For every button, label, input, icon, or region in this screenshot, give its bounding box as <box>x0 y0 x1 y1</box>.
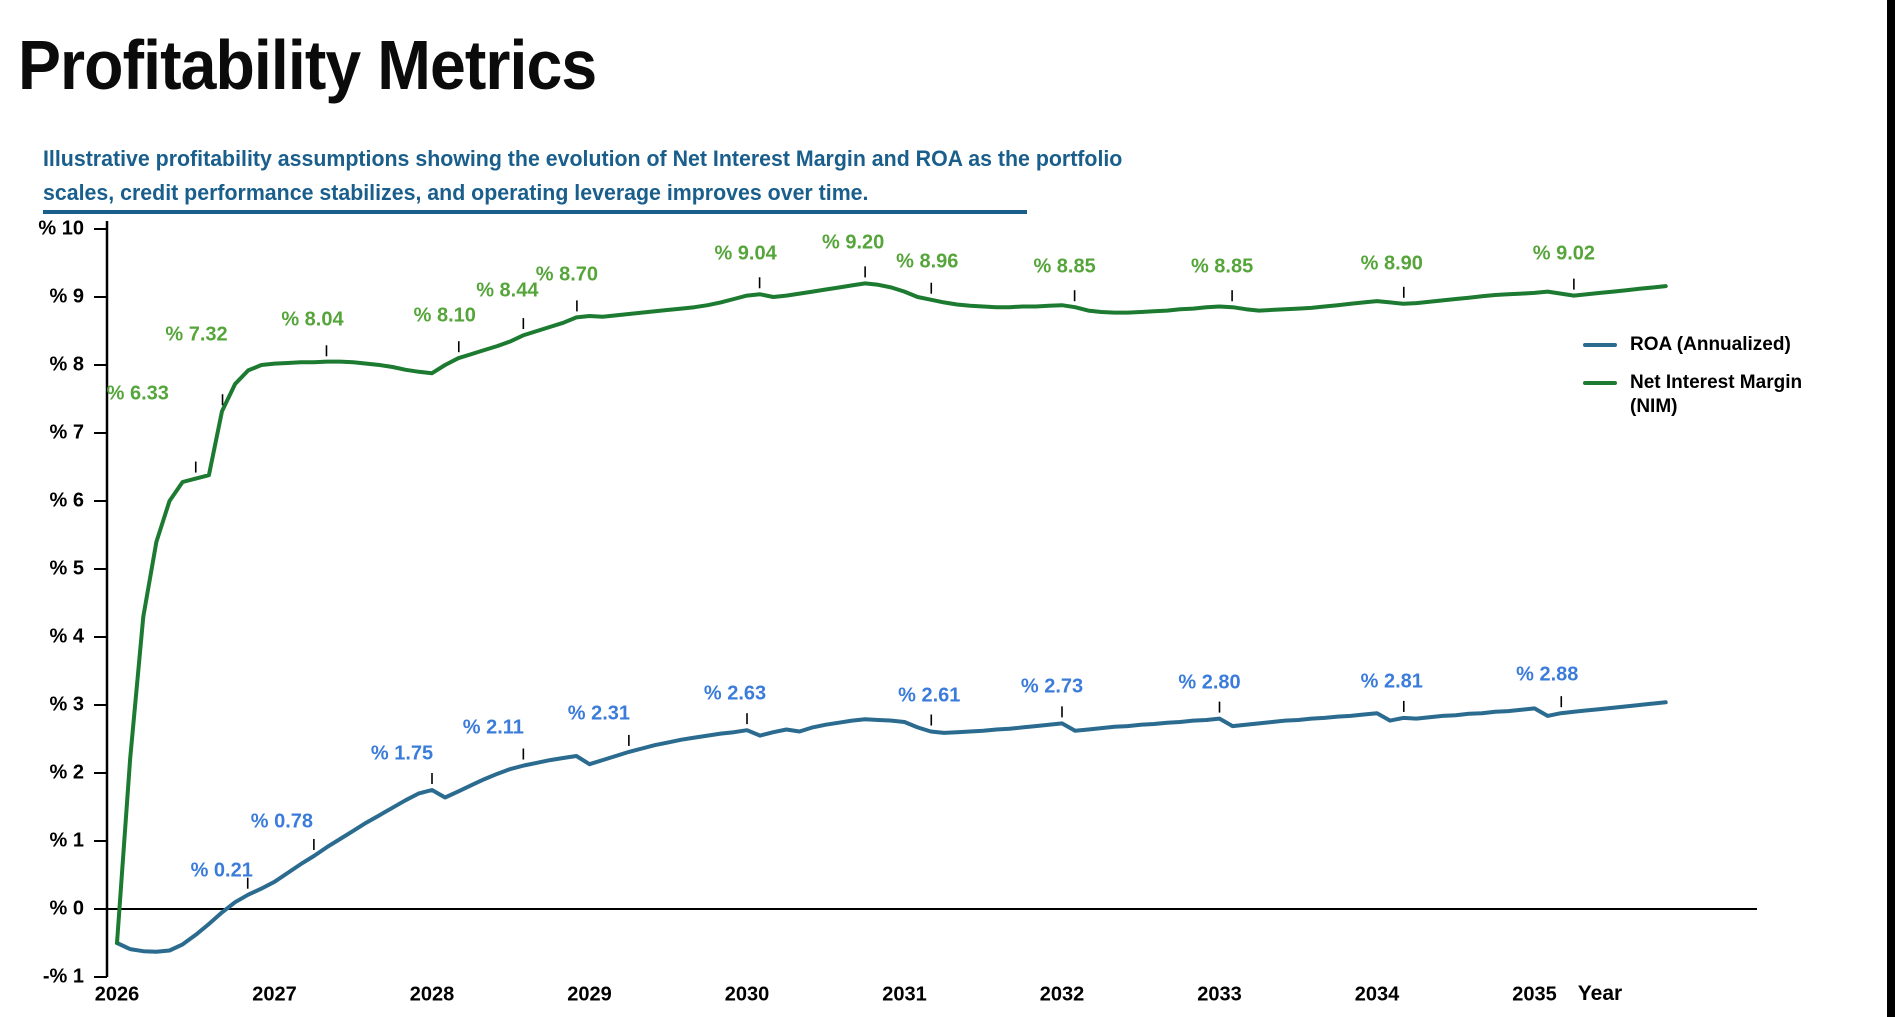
subtitle-line-1: Illustrative profitability assumptions s… <box>43 146 1123 171</box>
roa-line-swatch-icon <box>1583 343 1617 347</box>
page-title: Profitability Metrics <box>18 26 597 104</box>
legend-label-nim-line2: (NIM) <box>1630 395 1678 417</box>
legend-item-roa: ROA (Annualized) <box>1583 333 1853 357</box>
legend-label-nim-line1: Net Interest Margin <box>1630 371 1803 393</box>
nim-line <box>115 281 1668 945</box>
nim-line-swatch-icon <box>1583 380 1617 385</box>
chart-legend: ROA (Annualized) Net Interest Margin (NI… <box>1583 333 1853 432</box>
screenshot-right-border <box>1887 0 1895 1017</box>
roa-line <box>115 700 1668 954</box>
subtitle-line-2: scales, credit performance stabilizes, a… <box>43 180 869 205</box>
legend-item-nim: Net Interest Margin (NIM) <box>1583 371 1853 419</box>
legend-label-nim: Net Interest Margin (NIM) <box>1630 371 1802 419</box>
subtitle-underline-rule <box>43 210 1027 214</box>
legend-label-roa: ROA (Annualized) <box>1630 334 1791 355</box>
